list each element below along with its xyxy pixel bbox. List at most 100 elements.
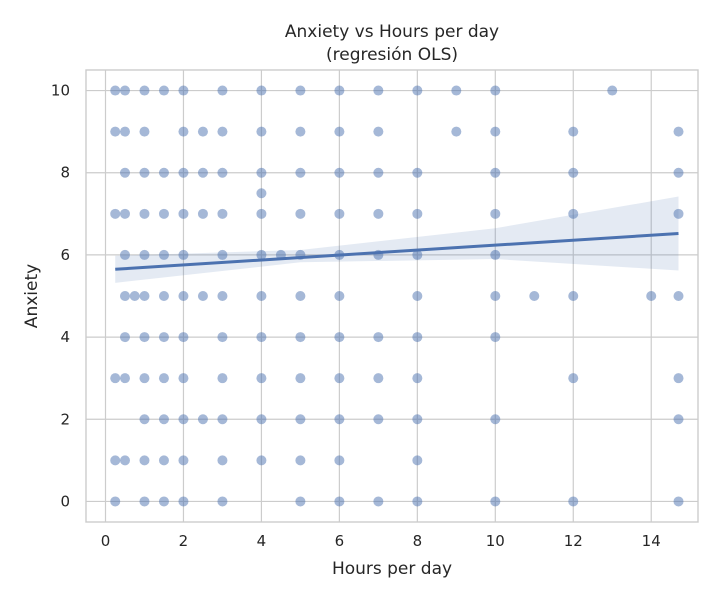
data-point [139, 373, 150, 384]
data-point [568, 126, 579, 137]
x-tick-label: 10 [486, 532, 505, 550]
data-point [412, 208, 423, 219]
data-point [412, 332, 423, 343]
data-point [373, 126, 384, 137]
chart-title: Anxiety vs Hours per day [285, 22, 499, 42]
x-axis-label: Hours per day [332, 559, 452, 579]
data-point [451, 126, 462, 137]
y-axis-label: Anxiety [22, 264, 42, 328]
data-point [412, 167, 423, 178]
data-point [158, 332, 169, 343]
data-point [490, 167, 501, 178]
data-point [256, 85, 267, 96]
data-point [334, 414, 345, 425]
data-point [490, 496, 501, 507]
data-point [490, 249, 501, 260]
data-point [412, 85, 423, 96]
data-point [217, 249, 228, 260]
data-point [158, 496, 169, 507]
x-tick-label: 8 [413, 532, 423, 550]
data-point [334, 85, 345, 96]
data-point [490, 291, 501, 301]
grid-lines [86, 70, 698, 522]
data-point [217, 455, 228, 466]
data-point [256, 249, 267, 260]
data-point [217, 85, 228, 96]
data-point [334, 291, 345, 301]
data-point [490, 414, 501, 425]
data-point [412, 291, 423, 301]
data-point [119, 291, 130, 301]
data-point [256, 332, 267, 343]
data-point [607, 85, 618, 96]
data-point [110, 85, 121, 96]
data-point [295, 208, 306, 219]
data-point [129, 291, 140, 301]
data-point [568, 208, 579, 219]
y-tick-label: 8 [60, 164, 70, 182]
data-point [217, 126, 228, 137]
data-point [139, 332, 150, 343]
regression-line-group [115, 232, 679, 271]
data-point [197, 208, 208, 219]
data-point [373, 414, 384, 425]
data-point [197, 167, 208, 178]
data-point [373, 167, 384, 178]
data-point [256, 167, 267, 178]
data-point [295, 332, 306, 343]
data-point [119, 85, 130, 96]
data-point [217, 332, 228, 343]
data-point [197, 414, 208, 425]
data-point [178, 208, 189, 219]
data-point [119, 373, 130, 384]
data-point [158, 208, 169, 219]
data-point [217, 414, 228, 425]
data-point [295, 373, 306, 384]
data-point [673, 414, 684, 425]
data-point [334, 126, 345, 137]
data-point [139, 249, 150, 260]
x-tick-label: 14 [642, 532, 661, 550]
data-point [334, 208, 345, 219]
data-point [178, 249, 189, 260]
data-point [256, 414, 267, 425]
data-point [139, 496, 150, 507]
data-point [295, 291, 306, 301]
y-tick-label: 6 [60, 246, 70, 264]
data-point [158, 373, 169, 384]
data-point [139, 208, 150, 219]
data-point [256, 291, 267, 301]
data-point [673, 167, 684, 178]
y-tick-labels: 0 2 4 6 8 10 [51, 82, 70, 511]
data-point [373, 85, 384, 96]
data-point [412, 496, 423, 507]
data-point [178, 373, 189, 384]
data-point [568, 167, 579, 178]
data-point [673, 496, 684, 507]
data-point [373, 373, 384, 384]
data-point [158, 249, 169, 260]
x-tick-label: 4 [257, 532, 267, 550]
data-point [119, 208, 130, 219]
y-tick-label: 0 [60, 492, 70, 510]
data-point [158, 414, 169, 425]
y-tick-label: 10 [51, 82, 70, 100]
data-point [110, 455, 121, 466]
data-point [373, 332, 384, 343]
data-point [119, 167, 130, 178]
data-point [334, 496, 345, 507]
data-point [158, 85, 169, 96]
data-point [139, 167, 150, 178]
data-point [197, 126, 208, 137]
data-point [295, 414, 306, 425]
data-point [178, 291, 189, 301]
data-point [490, 332, 501, 343]
data-point [178, 126, 189, 137]
regression-line [115, 232, 679, 271]
data-point [568, 373, 579, 384]
data-point [646, 291, 657, 301]
x-tick-label: 12 [564, 532, 583, 550]
data-point [256, 455, 267, 466]
y-tick-label: 2 [60, 410, 70, 428]
